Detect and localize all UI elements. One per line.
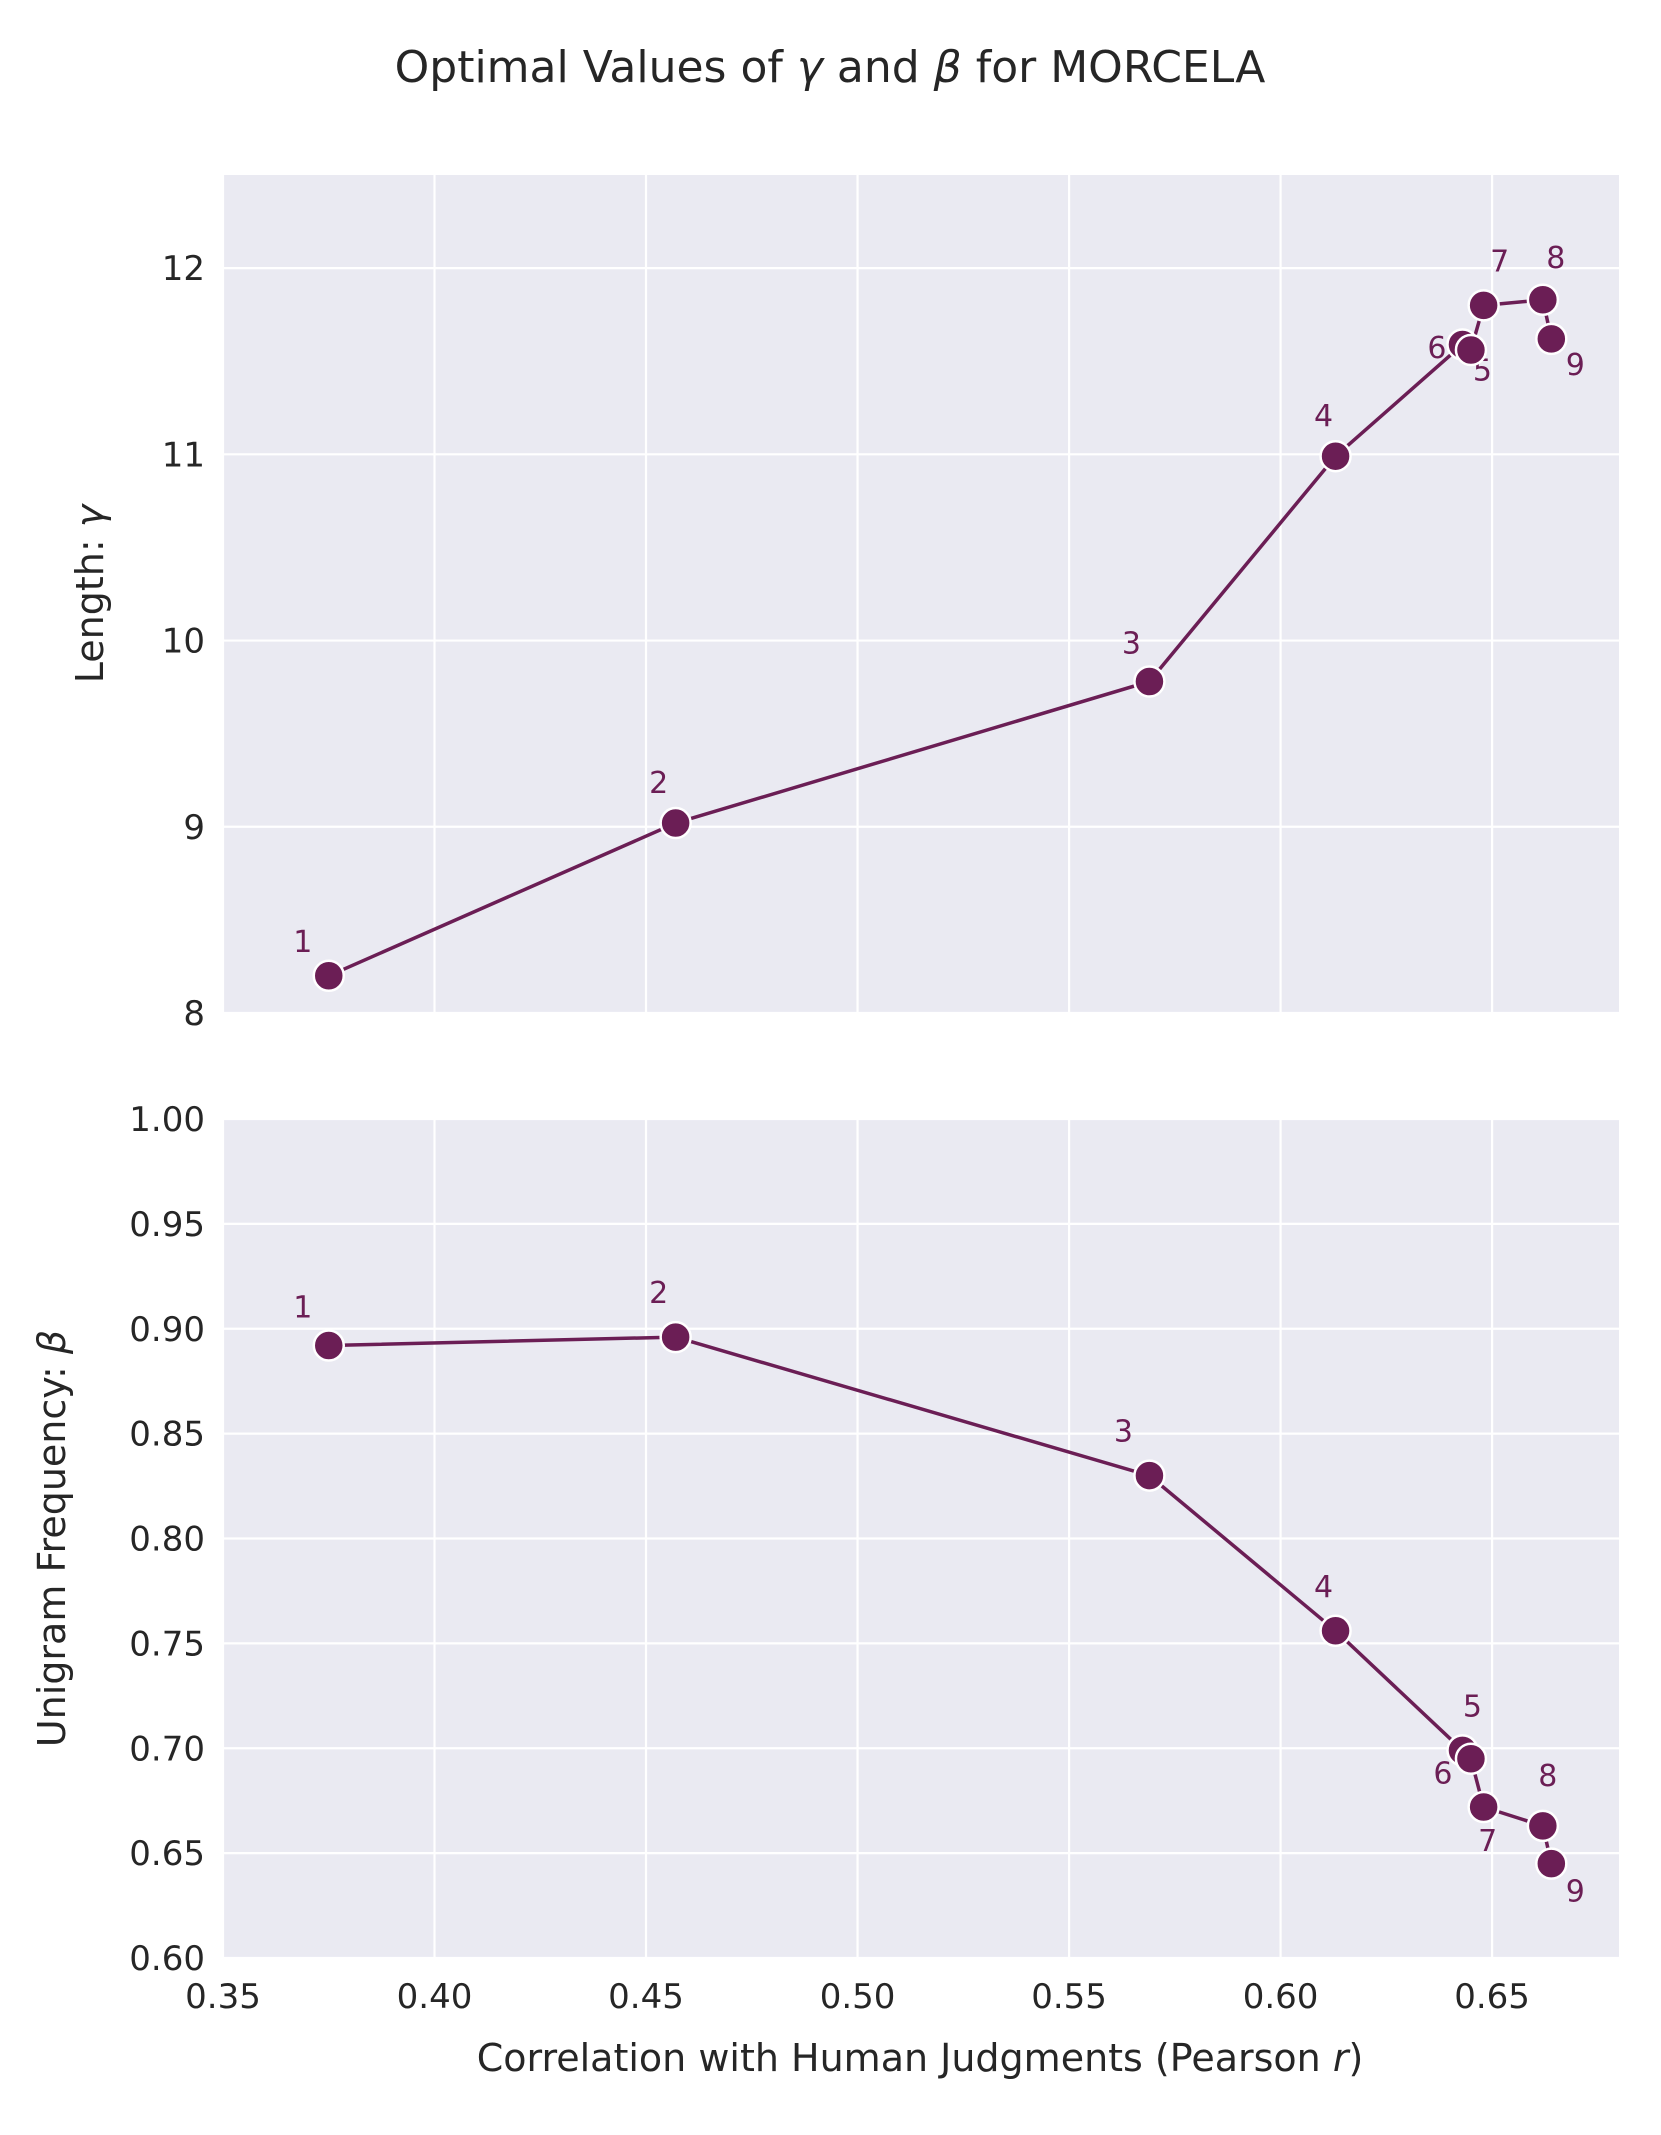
point-label: 4 <box>1314 1570 1333 1605</box>
data-point <box>1526 1809 1560 1843</box>
point-label: 5 <box>1463 1689 1482 1724</box>
point-label: 4 <box>1314 399 1333 434</box>
point-label: 3 <box>1114 1415 1133 1450</box>
y-tick-label: 0.60 <box>129 1939 205 1979</box>
data-point <box>1454 333 1488 367</box>
x-tick-label: 0.50 <box>820 1977 896 2017</box>
point-label: 9 <box>1566 1875 1585 1910</box>
x-tick-label: 0.40 <box>397 1977 473 2017</box>
y-tick-label: 10 <box>162 622 205 662</box>
data-point <box>659 1320 692 1354</box>
x-tick-label: 0.35 <box>185 1977 261 2017</box>
point-label: 3 <box>1122 627 1141 662</box>
point-label: 8 <box>1546 241 1565 276</box>
chart-title: Optimal Values of γ and β for MORCELA <box>395 42 1266 93</box>
point-label: 2 <box>649 766 668 801</box>
data-point <box>1133 1459 1166 1492</box>
unigram-frequency-beta-panel: 0.60 0.65 0.70 0.75 0.80 0.85 0.90 0.95 1.00 0.35… <box>30 1100 1619 2017</box>
point-label: 7 <box>1478 1824 1497 1859</box>
point-label: 6 <box>1427 331 1446 366</box>
y-tick-label: 0.80 <box>129 1520 205 1560</box>
data-point <box>1319 439 1352 473</box>
y-tick-label: 9 <box>183 808 205 848</box>
data-point <box>1319 1614 1352 1648</box>
point-label: 8 <box>1538 1759 1557 1794</box>
y-tick-label: 0.75 <box>129 1624 205 1664</box>
plot-area <box>223 175 1619 1013</box>
data-point <box>659 806 692 840</box>
y-tick-label: 0.95 <box>129 1205 205 1245</box>
point-label: 9 <box>1566 348 1585 383</box>
data-point <box>1535 1847 1568 1880</box>
x-tick-label: 0.60 <box>1243 1977 1319 2017</box>
y-axis-label: Length: γ <box>68 502 112 683</box>
x-tick-label: 0.55 <box>1031 1977 1107 2017</box>
y-tick-label: 0.90 <box>129 1310 205 1350</box>
y-tick-label: 0.70 <box>129 1729 205 1769</box>
y-tick-label: 11 <box>162 435 205 475</box>
y-tick-label: 1.00 <box>129 1100 205 1140</box>
data-point <box>1467 1790 1500 1824</box>
point-label: 1 <box>293 1291 312 1326</box>
y-axis-label: Unigram Frequency: β <box>30 1330 74 1747</box>
point-label: 2 <box>649 1276 668 1311</box>
point-label: 6 <box>1433 1757 1452 1792</box>
data-point <box>312 1329 346 1362</box>
data-point <box>1467 289 1500 322</box>
x-tick-label: 0.45 <box>608 1977 684 2017</box>
x-tick-label: 0.65 <box>1454 1977 1530 2017</box>
y-tick-label: 0.85 <box>129 1415 205 1455</box>
data-point <box>1454 1742 1488 1775</box>
point-label: 1 <box>293 925 312 960</box>
point-label: 7 <box>1490 244 1509 279</box>
y-tick-label: 0.65 <box>129 1834 205 1874</box>
data-point <box>312 959 346 993</box>
y-tick-label: 12 <box>162 249 205 289</box>
y-tick-label: 8 <box>183 994 205 1034</box>
data-point <box>1526 283 1560 317</box>
x-axis-label: Correlation with Human Judgments (Pearso… <box>477 2036 1364 2080</box>
data-point <box>1535 322 1568 356</box>
data-point <box>1133 665 1166 698</box>
